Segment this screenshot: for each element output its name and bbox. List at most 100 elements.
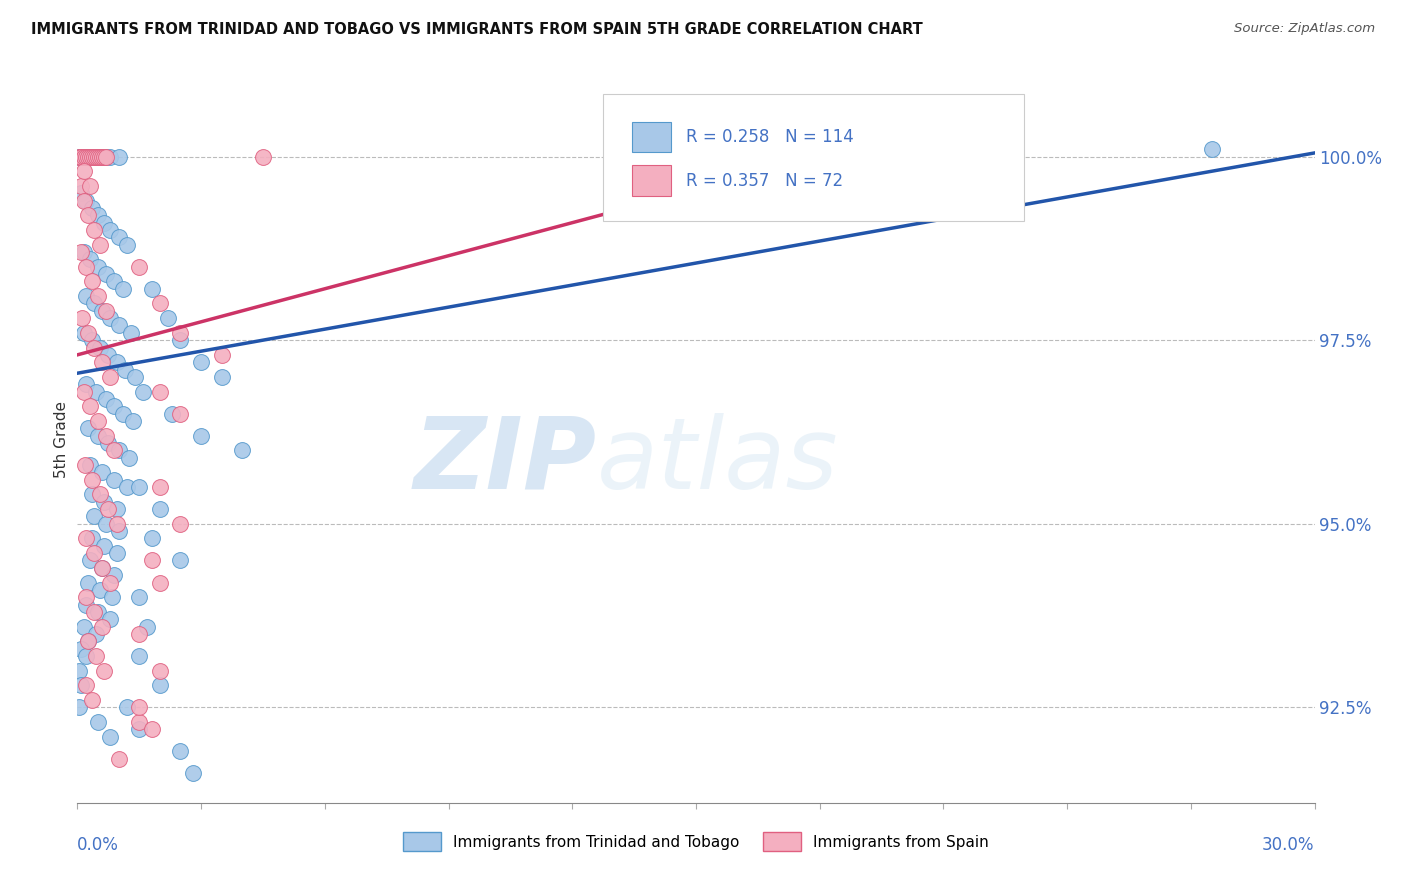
Point: [141, 532, 163, 546]
Point: [83, 546, 105, 560]
Point: [72, 150, 94, 164]
Point: [79, 399, 101, 413]
Point: [96, 303, 118, 318]
Point: [83, 150, 105, 164]
Point: [231, 443, 253, 458]
Point: [79, 458, 101, 472]
Point: [87, 414, 110, 428]
Point: [72, 150, 94, 164]
Point: [160, 407, 183, 421]
Point: [111, 282, 134, 296]
Point: [89, 582, 111, 597]
Point: [76, 634, 98, 648]
Point: [91, 150, 114, 164]
Point: [103, 399, 125, 413]
Point: [107, 150, 129, 164]
Point: [96, 150, 118, 164]
Point: [84, 150, 107, 164]
Point: [103, 568, 125, 582]
Point: [115, 700, 138, 714]
Point: [128, 723, 150, 737]
Point: [91, 303, 114, 318]
Point: [72, 326, 94, 340]
Point: [84, 150, 107, 164]
Point: [96, 150, 118, 164]
Point: [149, 678, 172, 692]
Point: [84, 648, 107, 663]
Point: [73, 150, 96, 164]
Point: [128, 590, 150, 604]
Point: [80, 532, 103, 546]
Point: [252, 150, 274, 164]
Point: [181, 766, 204, 780]
Point: [79, 178, 101, 193]
Point: [98, 150, 121, 164]
Point: [75, 289, 97, 303]
Point: [98, 370, 121, 384]
Point: [67, 700, 90, 714]
Point: [73, 458, 96, 472]
Point: [169, 407, 191, 421]
Point: [96, 428, 118, 442]
Point: [105, 355, 128, 369]
Point: [87, 714, 110, 729]
Point: [89, 487, 111, 501]
Point: [67, 150, 90, 164]
Point: [80, 275, 103, 289]
Point: [76, 150, 98, 164]
Point: [87, 605, 110, 619]
Point: [79, 553, 101, 567]
Point: [107, 318, 129, 333]
Point: [75, 150, 97, 164]
Point: [70, 186, 93, 201]
Point: [84, 384, 107, 399]
Point: [67, 664, 90, 678]
Point: [128, 480, 150, 494]
Point: [97, 348, 120, 362]
Point: [169, 516, 191, 531]
Point: [149, 575, 172, 590]
Point: [80, 487, 103, 501]
Point: [128, 714, 150, 729]
Point: [91, 355, 114, 369]
Point: [149, 296, 172, 310]
Point: [98, 311, 121, 326]
Point: [93, 150, 115, 164]
Point: [149, 664, 172, 678]
Point: [87, 260, 110, 274]
Point: [87, 150, 110, 164]
Point: [76, 208, 98, 222]
Point: [115, 237, 138, 252]
Point: [72, 619, 94, 633]
Point: [136, 619, 159, 633]
Point: [76, 634, 98, 648]
Point: [75, 260, 97, 274]
Point: [76, 326, 98, 340]
Point: [98, 612, 121, 626]
Point: [96, 516, 118, 531]
Point: [83, 605, 105, 619]
Point: [111, 407, 134, 421]
Point: [70, 641, 93, 656]
Point: [157, 311, 180, 326]
Point: [75, 678, 97, 692]
Point: [83, 150, 105, 164]
Point: [79, 252, 101, 267]
Point: [211, 370, 233, 384]
Point: [69, 150, 91, 164]
Point: [91, 466, 114, 480]
Point: [122, 414, 145, 428]
Point: [84, 627, 107, 641]
FancyBboxPatch shape: [603, 94, 1024, 221]
Y-axis label: 5th Grade: 5th Grade: [53, 401, 69, 478]
Point: [69, 150, 91, 164]
Point: [87, 208, 110, 222]
Bar: [631, 121, 671, 153]
Text: R = 0.258   N = 114: R = 0.258 N = 114: [686, 128, 853, 146]
Point: [96, 267, 118, 281]
Text: 0.0%: 0.0%: [77, 836, 120, 854]
Point: [80, 473, 103, 487]
Point: [80, 201, 103, 215]
Point: [86, 150, 108, 164]
Point: [124, 370, 146, 384]
